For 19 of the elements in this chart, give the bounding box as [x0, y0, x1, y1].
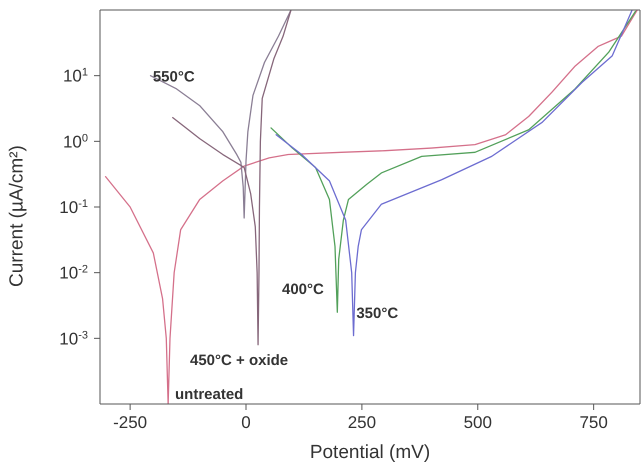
y-axis-title: Current (µA/cm²) — [6, 145, 28, 287]
annotation: untreated — [175, 386, 244, 403]
annotation: 350°C — [356, 305, 398, 322]
x-axis-title: Potential (mV) — [310, 442, 430, 463]
x-tick-label: 750 — [579, 413, 608, 432]
annotation: 550°C — [152, 68, 195, 86]
line-series — [150, 10, 292, 219]
x-tick-label: 0 — [241, 413, 251, 432]
x-tick-label: -250 — [113, 413, 148, 432]
y-tick-label: 10$^{0}$ — [62, 132, 88, 152]
line-series — [104, 10, 638, 404]
y-tick-label: 10$^{-3}$ — [59, 329, 88, 348]
annotation: 400°C — [282, 281, 324, 298]
y-tick-label: 10$^{1}$ — [62, 66, 88, 86]
x-tick-label: 500 — [464, 413, 492, 432]
y-tick-label: 10$^{-1}$ — [59, 198, 88, 217]
annotation: 450°C + oxide — [190, 352, 288, 369]
y-tick-label: 10$^{-2}$ — [59, 264, 88, 283]
x-tick-label: 250 — [348, 413, 376, 432]
